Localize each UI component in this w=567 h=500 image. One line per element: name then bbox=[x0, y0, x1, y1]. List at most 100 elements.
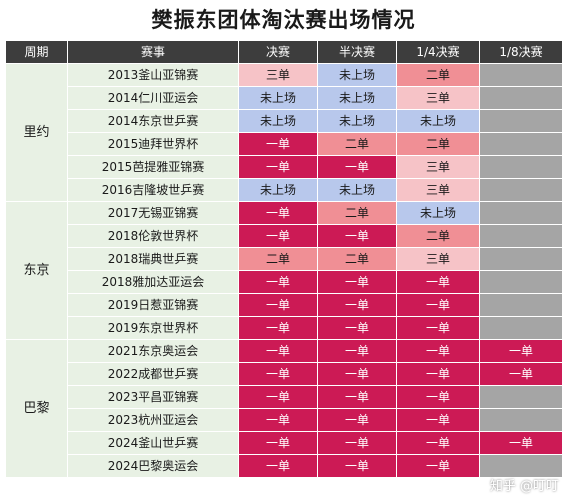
semifinal-cell: 未上场 bbox=[317, 109, 397, 133]
quarterfinal-cell: 一单 bbox=[396, 270, 480, 294]
quarterfinal-cell: 三单 bbox=[396, 178, 480, 202]
final-cell: 二单 bbox=[238, 247, 318, 271]
final-cell: 一单 bbox=[238, 201, 318, 225]
quarterfinal-cell: 三单 bbox=[396, 86, 480, 110]
event-cell: 2018瑞典世乒赛 bbox=[67, 247, 239, 271]
period-cell: 里约 bbox=[5, 63, 68, 202]
round-of-16-cell bbox=[479, 385, 563, 409]
page-title: 樊振东团体淘汰赛出场情况 bbox=[151, 8, 416, 32]
final-cell: 一单 bbox=[238, 316, 318, 340]
semifinal-cell: 一单 bbox=[317, 224, 397, 248]
round-of-16-cell bbox=[479, 247, 563, 271]
semifinal-cell: 一单 bbox=[317, 362, 397, 386]
quarterfinal-cell: 一单 bbox=[396, 454, 480, 478]
round-of-16-cell: 一单 bbox=[479, 362, 563, 386]
watermark: 知乎 @叮叮 bbox=[489, 479, 559, 494]
round-of-16-cell bbox=[479, 224, 563, 248]
event-cell: 2019日惹亚锦赛 bbox=[67, 293, 239, 317]
quarterfinal-cell: 三单 bbox=[396, 247, 480, 271]
quarterfinal-cell: 一单 bbox=[396, 408, 480, 432]
table-row: 2016吉隆坡世乒赛 未上场 未上场 三单 bbox=[6, 178, 563, 202]
round-of-16-cell bbox=[479, 178, 563, 202]
round-of-16-cell bbox=[479, 86, 563, 110]
table-row: 2019日惹亚锦赛 一单 一单 一单 bbox=[6, 293, 563, 317]
table-row: 2024巴黎奥运会 一单 一单 一单 bbox=[6, 454, 563, 478]
column-header-final: 决赛 bbox=[238, 40, 318, 64]
round-of-16-cell bbox=[479, 63, 563, 87]
final-cell: 一单 bbox=[238, 385, 318, 409]
table-row: 东京 2017无锡亚锦赛 一单 二单 未上场 bbox=[5, 201, 563, 340]
table-row: 2018伦敦世界杯 一单 一单 二单 bbox=[6, 224, 563, 248]
table-row: 2018雅加达亚运会 一单 一单 一单 bbox=[6, 270, 563, 294]
final-cell: 一单 bbox=[238, 155, 318, 179]
quarterfinal-cell: 一单 bbox=[396, 339, 480, 363]
final-cell: 未上场 bbox=[238, 86, 318, 110]
event-cell: 2015迪拜世界杯 bbox=[67, 132, 239, 156]
final-cell: 一单 bbox=[238, 362, 318, 386]
table-row: 2022成都世乒赛 一单 一单 一单 一单 bbox=[6, 362, 563, 386]
event-cell: 2023平昌亚锦赛 bbox=[67, 385, 239, 409]
event-cell: 2016吉隆坡世乒赛 bbox=[67, 178, 239, 202]
quarterfinal-cell: 二单 bbox=[396, 224, 480, 248]
round-of-16-cell bbox=[479, 293, 563, 317]
event-cell: 2014东京世乒赛 bbox=[67, 109, 239, 133]
round-of-16-cell bbox=[479, 408, 563, 432]
event-cell: 2021东京奥运会 bbox=[67, 339, 239, 363]
quarterfinal-cell: 一单 bbox=[396, 431, 480, 455]
table-row: 2023杭州亚运会 一单 一单 一单 bbox=[6, 408, 563, 432]
event-cell: 2014仁川亚运会 bbox=[67, 86, 239, 110]
table-row: 巴黎 2021东京奥运会 一单 一单 一单 一单 bbox=[5, 339, 563, 478]
event-cell: 2024巴黎奥运会 bbox=[67, 454, 239, 478]
column-header-period: 周期 bbox=[5, 40, 68, 64]
quarterfinal-cell: 二单 bbox=[396, 63, 480, 87]
event-cell: 2023杭州亚运会 bbox=[67, 408, 239, 432]
column-header-event: 赛事 bbox=[67, 40, 239, 64]
period-cell: 巴黎 bbox=[5, 339, 68, 478]
semifinal-cell: 一单 bbox=[317, 454, 397, 478]
semifinal-cell: 一单 bbox=[317, 316, 397, 340]
quarterfinal-cell: 未上场 bbox=[396, 109, 480, 133]
final-cell: 一单 bbox=[238, 224, 318, 248]
table-row: 2024釜山世乒赛 一单 一单 一单 一单 bbox=[6, 431, 563, 455]
semifinal-cell: 二单 bbox=[317, 247, 397, 271]
column-header-semifinal: 半决赛 bbox=[317, 40, 397, 64]
table-row: 2014东京世乒赛 未上场 未上场 未上场 bbox=[6, 109, 563, 133]
quarterfinal-cell: 一单 bbox=[396, 362, 480, 386]
table-body: 里约 2013釜山亚锦赛 三单 未上场 二单 2014仁川亚运会 未上场 未上场 三单 2014东… bbox=[5, 63, 563, 478]
table-row: 2015迪拜世界杯 一单 二单 二单 bbox=[6, 132, 563, 156]
column-header-round-of-16: 1/8决赛 bbox=[479, 40, 563, 64]
event-cell: 2022成都世乒赛 bbox=[67, 362, 239, 386]
event-cell: 2015芭提雅亚锦赛 bbox=[67, 155, 239, 179]
table-row: 2014仁川亚运会 未上场 未上场 三单 bbox=[6, 86, 563, 110]
final-cell: 一单 bbox=[238, 339, 318, 363]
semifinal-cell: 一单 bbox=[317, 431, 397, 455]
quarterfinal-cell: 三单 bbox=[396, 155, 480, 179]
quarterfinal-cell: 未上场 bbox=[396, 201, 480, 225]
event-cell: 2013釜山亚锦赛 bbox=[67, 63, 239, 87]
quarterfinal-cell: 一单 bbox=[396, 316, 480, 340]
event-cell: 2017无锡亚锦赛 bbox=[67, 201, 239, 225]
round-of-16-cell bbox=[479, 155, 563, 179]
semifinal-cell: 未上场 bbox=[317, 178, 397, 202]
round-of-16-cell bbox=[479, 201, 563, 225]
quarterfinal-cell: 一单 bbox=[396, 293, 480, 317]
final-cell: 一单 bbox=[238, 408, 318, 432]
semifinal-cell: 未上场 bbox=[317, 63, 397, 87]
round-of-16-cell bbox=[479, 454, 563, 478]
final-cell: 未上场 bbox=[238, 109, 318, 133]
round-of-16-cell: 一单 bbox=[479, 431, 563, 455]
table-row: 里约 2013釜山亚锦赛 三单 未上场 二单 bbox=[5, 63, 563, 202]
quarterfinal-cell: 一单 bbox=[396, 385, 480, 409]
table-header-row: 周期 赛事 决赛 半决赛 1/4决赛 1/8决赛 bbox=[5, 40, 563, 64]
semifinal-cell: 一单 bbox=[317, 385, 397, 409]
semifinal-cell: 二单 bbox=[317, 132, 397, 156]
final-cell: 一单 bbox=[238, 132, 318, 156]
table-row: 2015芭提雅亚锦赛 一单 一单 三单 bbox=[6, 155, 563, 179]
period-cell: 东京 bbox=[5, 201, 68, 340]
semifinal-cell: 未上场 bbox=[317, 86, 397, 110]
round-of-16-cell: 一单 bbox=[479, 339, 563, 363]
appearance-table: 周期 赛事 决赛 半决赛 1/4决赛 1/8决赛 里约 2013釜山亚锦赛 三单 未上… bbox=[5, 40, 563, 478]
event-cell: 2024釜山世乒赛 bbox=[67, 431, 239, 455]
semifinal-cell: 一单 bbox=[317, 408, 397, 432]
semifinal-cell: 一单 bbox=[317, 339, 397, 363]
